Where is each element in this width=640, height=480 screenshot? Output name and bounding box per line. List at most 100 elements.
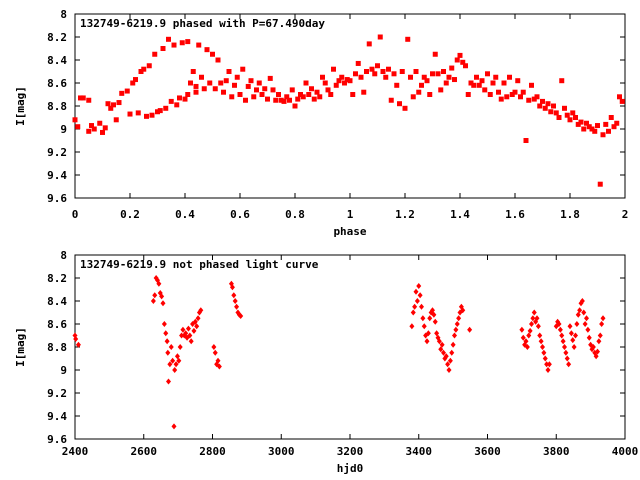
data-point — [567, 323, 573, 330]
data-point — [166, 378, 171, 385]
data-point — [537, 332, 543, 339]
y-tick-label: 8.6 — [47, 77, 67, 90]
data-point — [152, 51, 158, 57]
data-point — [135, 110, 141, 116]
data-point — [248, 78, 254, 84]
data-point — [262, 86, 268, 92]
data-point — [325, 87, 331, 93]
data-point — [193, 83, 199, 89]
data-point — [171, 423, 177, 430]
x-tick-label: 3400 — [406, 445, 433, 458]
data-point — [328, 92, 334, 97]
x-tick-label: 1.8 — [560, 208, 580, 221]
data-point — [196, 42, 202, 48]
data-point — [564, 355, 570, 362]
data-point — [556, 321, 562, 327]
data-point — [421, 323, 427, 330]
data-point — [245, 83, 251, 89]
data-point — [124, 88, 130, 94]
data-point — [116, 100, 122, 106]
data-point — [570, 110, 576, 116]
data-point — [545, 367, 551, 373]
data-point — [410, 309, 416, 316]
data-point — [173, 361, 179, 368]
data-point — [581, 126, 587, 132]
data-point — [165, 349, 171, 356]
data-point — [185, 325, 191, 332]
x-tick-label: 0.2 — [120, 208, 140, 221]
data-point — [180, 326, 186, 333]
data-point — [562, 105, 567, 111]
y-tick-label: 8.4 — [47, 54, 67, 67]
data-point — [192, 318, 198, 325]
data-point — [527, 327, 533, 334]
data-point — [535, 323, 541, 330]
data-point — [265, 96, 270, 102]
data-point — [582, 321, 588, 327]
data-point — [498, 96, 504, 102]
data-point — [559, 78, 565, 84]
data-point — [542, 105, 548, 111]
data-point — [78, 95, 83, 101]
y-axis-label: I[mag] — [14, 86, 27, 126]
data-point — [364, 69, 369, 74]
data-point — [560, 338, 566, 345]
data-point — [493, 74, 499, 80]
data-point — [281, 98, 287, 104]
data-point — [160, 46, 166, 51]
data-point — [430, 71, 435, 77]
data-point — [479, 78, 485, 84]
data-point — [278, 97, 284, 103]
data-point — [424, 338, 430, 345]
x-axis-ticks: 0 0.2 0.4 0.6 0.8 1 1.2 1.4 1.6 1.8 2 — [72, 14, 628, 221]
data-point — [171, 42, 177, 48]
data-point — [551, 103, 556, 109]
data-point — [97, 120, 103, 126]
data-point — [439, 341, 445, 348]
data-point — [372, 71, 378, 77]
data-point — [397, 101, 402, 107]
data-point — [317, 94, 323, 100]
y-tick-label: 9.4 — [47, 410, 67, 423]
data-point — [474, 74, 479, 80]
data-point — [512, 89, 518, 95]
data-point — [295, 96, 301, 102]
data-point — [182, 96, 188, 102]
data-point — [434, 330, 440, 337]
x-tick-label: 4000 — [612, 445, 639, 458]
data-point — [430, 307, 435, 314]
data-point — [446, 367, 452, 373]
data-point — [259, 92, 265, 97]
data-point — [194, 323, 200, 330]
data-point — [210, 51, 215, 57]
data-point — [102, 125, 108, 131]
x-tick-label: 1.4 — [450, 208, 470, 221]
data-point — [419, 303, 424, 310]
data-point — [394, 82, 400, 88]
data-point — [441, 69, 446, 74]
data-point — [592, 128, 598, 134]
data-point — [195, 315, 201, 322]
data-point — [436, 338, 442, 345]
data-point — [150, 298, 156, 304]
data-point — [226, 69, 232, 74]
data-point — [163, 330, 169, 337]
y-tick-label: 9.6 — [47, 192, 67, 205]
data-point — [375, 63, 380, 69]
data-point — [573, 115, 578, 120]
data-point — [446, 74, 452, 80]
data-point — [586, 124, 592, 130]
data-point — [183, 330, 189, 337]
data-point — [72, 117, 78, 123]
data-point — [176, 357, 182, 364]
data-point — [432, 318, 438, 325]
data-point — [546, 361, 552, 368]
x-axis-label: phase — [333, 225, 366, 238]
data-point — [496, 89, 501, 95]
data-point — [342, 80, 347, 86]
y-tick-label: 8 — [60, 249, 67, 262]
data-point — [111, 102, 116, 108]
data-point — [75, 124, 81, 130]
data-point — [218, 80, 224, 86]
